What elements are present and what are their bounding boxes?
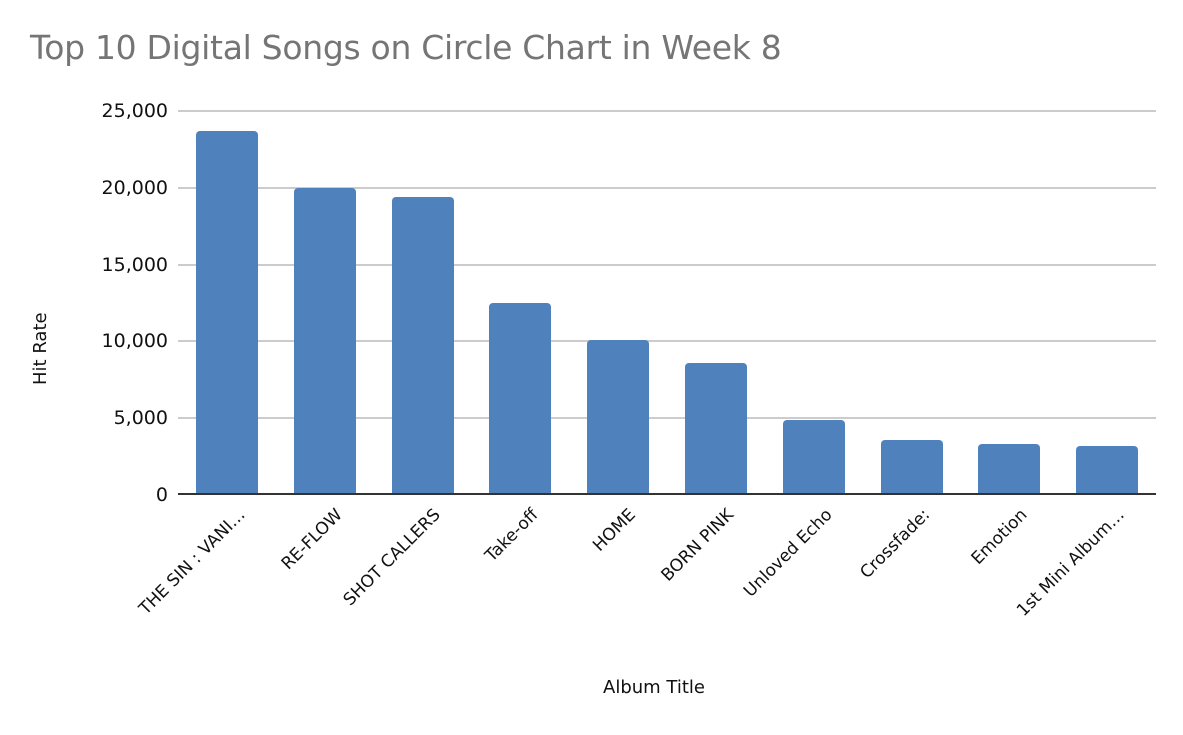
x-tick-label: THE SIN : VANI… — [135, 505, 250, 620]
x-axis-line — [178, 493, 1156, 495]
x-tick-label: BORN PINK — [657, 505, 738, 586]
chart-title: Top 10 Digital Songs on Circle Chart in … — [30, 28, 782, 67]
gridline — [178, 417, 1156, 420]
x-tick-label: RE-FLOW — [277, 505, 347, 574]
bar[interactable] — [880, 439, 943, 495]
gridline — [178, 263, 1156, 266]
y-tick-label: 0 — [155, 484, 168, 506]
y-tick-label: 15,000 — [101, 253, 168, 276]
x-tick-label: Emotion — [967, 505, 1032, 569]
gridline — [178, 340, 1156, 343]
gridline — [178, 110, 1156, 112]
bar[interactable] — [1076, 445, 1139, 495]
y-tick-label: 10,000 — [101, 330, 168, 353]
bar[interactable] — [587, 339, 650, 495]
y-tick-label: 20,000 — [101, 176, 168, 199]
x-tick-label: SHOT CALLERS — [339, 505, 445, 611]
x-tick-label: HOME — [589, 505, 640, 556]
x-tick-label: 1st Mini Album… — [1013, 505, 1129, 621]
y-tick-label: 25,000 — [101, 100, 168, 122]
bar[interactable] — [195, 130, 258, 495]
x-axis-label: Album Title — [603, 677, 705, 698]
plot-area — [178, 110, 1156, 495]
x-tick-label: Unloved Echo — [739, 505, 837, 602]
y-axis-label: Hit Rate — [30, 312, 51, 385]
gridline — [178, 186, 1156, 189]
y-tick-label: 5,000 — [113, 407, 168, 430]
bar[interactable] — [782, 419, 845, 495]
bar[interactable] — [684, 362, 747, 495]
bar[interactable] — [489, 303, 552, 495]
bar[interactable] — [293, 187, 356, 495]
bar[interactable] — [391, 197, 454, 495]
bar[interactable] — [978, 443, 1041, 495]
x-tick-label: Take-off — [481, 505, 543, 566]
x-tick-label: Crossfade: — [855, 505, 934, 583]
